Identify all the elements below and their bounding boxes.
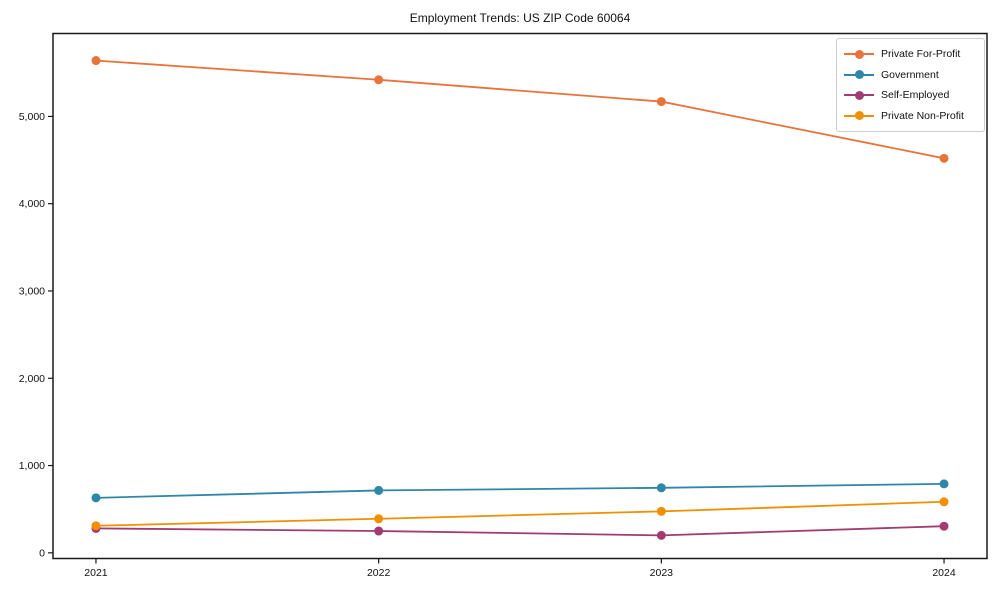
legend-item: Private Non-Profit [844,106,978,127]
y-axis-tick-label: 2,000 [19,373,45,385]
legend-line-marker-icon [844,70,874,80]
data-point-marker [374,526,384,536]
y-axis-tick-label: 4,000 [19,198,45,210]
legend-item: Self-Employed [844,85,978,106]
y-axis-tick-label: 3,000 [19,285,45,297]
data-point-marker [939,521,949,531]
legend-line-marker-icon [844,49,874,59]
legend-line-marker-icon [844,111,874,121]
y-axis-tick-label: 5,000 [19,111,45,123]
data-point-marker [939,153,949,163]
data-point-marker [656,530,666,540]
x-axis-tick-label: 2022 [367,567,391,579]
series-line-private-for-profit [95,59,945,160]
legend-label: Private Non-Profit [881,109,964,122]
data-point-marker [91,56,101,66]
data-point-marker [656,506,666,516]
y-axis-tick-label: 0 [39,547,45,559]
x-axis-tick-label: 2021 [84,567,108,579]
series-line-private-non-profit [95,500,945,527]
series-line-government [95,482,945,499]
legend-item: Government [844,65,978,86]
legend-label: Private For-Profit [881,48,961,61]
data-point-marker [939,479,949,489]
legend-line-marker-icon [844,90,874,100]
legend-item: Private For-Profit [844,44,978,65]
data-point-marker [939,497,949,507]
data-point-marker [374,485,384,495]
data-point-marker [91,493,101,503]
y-axis-tick-label: 1,000 [19,460,45,472]
legend-label: Government [881,68,939,81]
legend: Private For-Profit Government Self-Employe… [836,38,985,132]
data-point-marker [374,75,384,85]
plot-frame [52,32,988,560]
data-point-marker [91,521,101,531]
data-point-marker [656,97,666,107]
series-line-self-employed [95,525,945,537]
x-axis-tick-label: 2023 [650,567,674,579]
chart-title: Employment Trends: US ZIP Code 60064 [409,11,631,25]
legend-label: Self-Employed [881,89,950,102]
x-axis-tick-label: 2024 [932,567,956,579]
data-point-marker [374,514,384,524]
data-point-marker [656,483,666,493]
